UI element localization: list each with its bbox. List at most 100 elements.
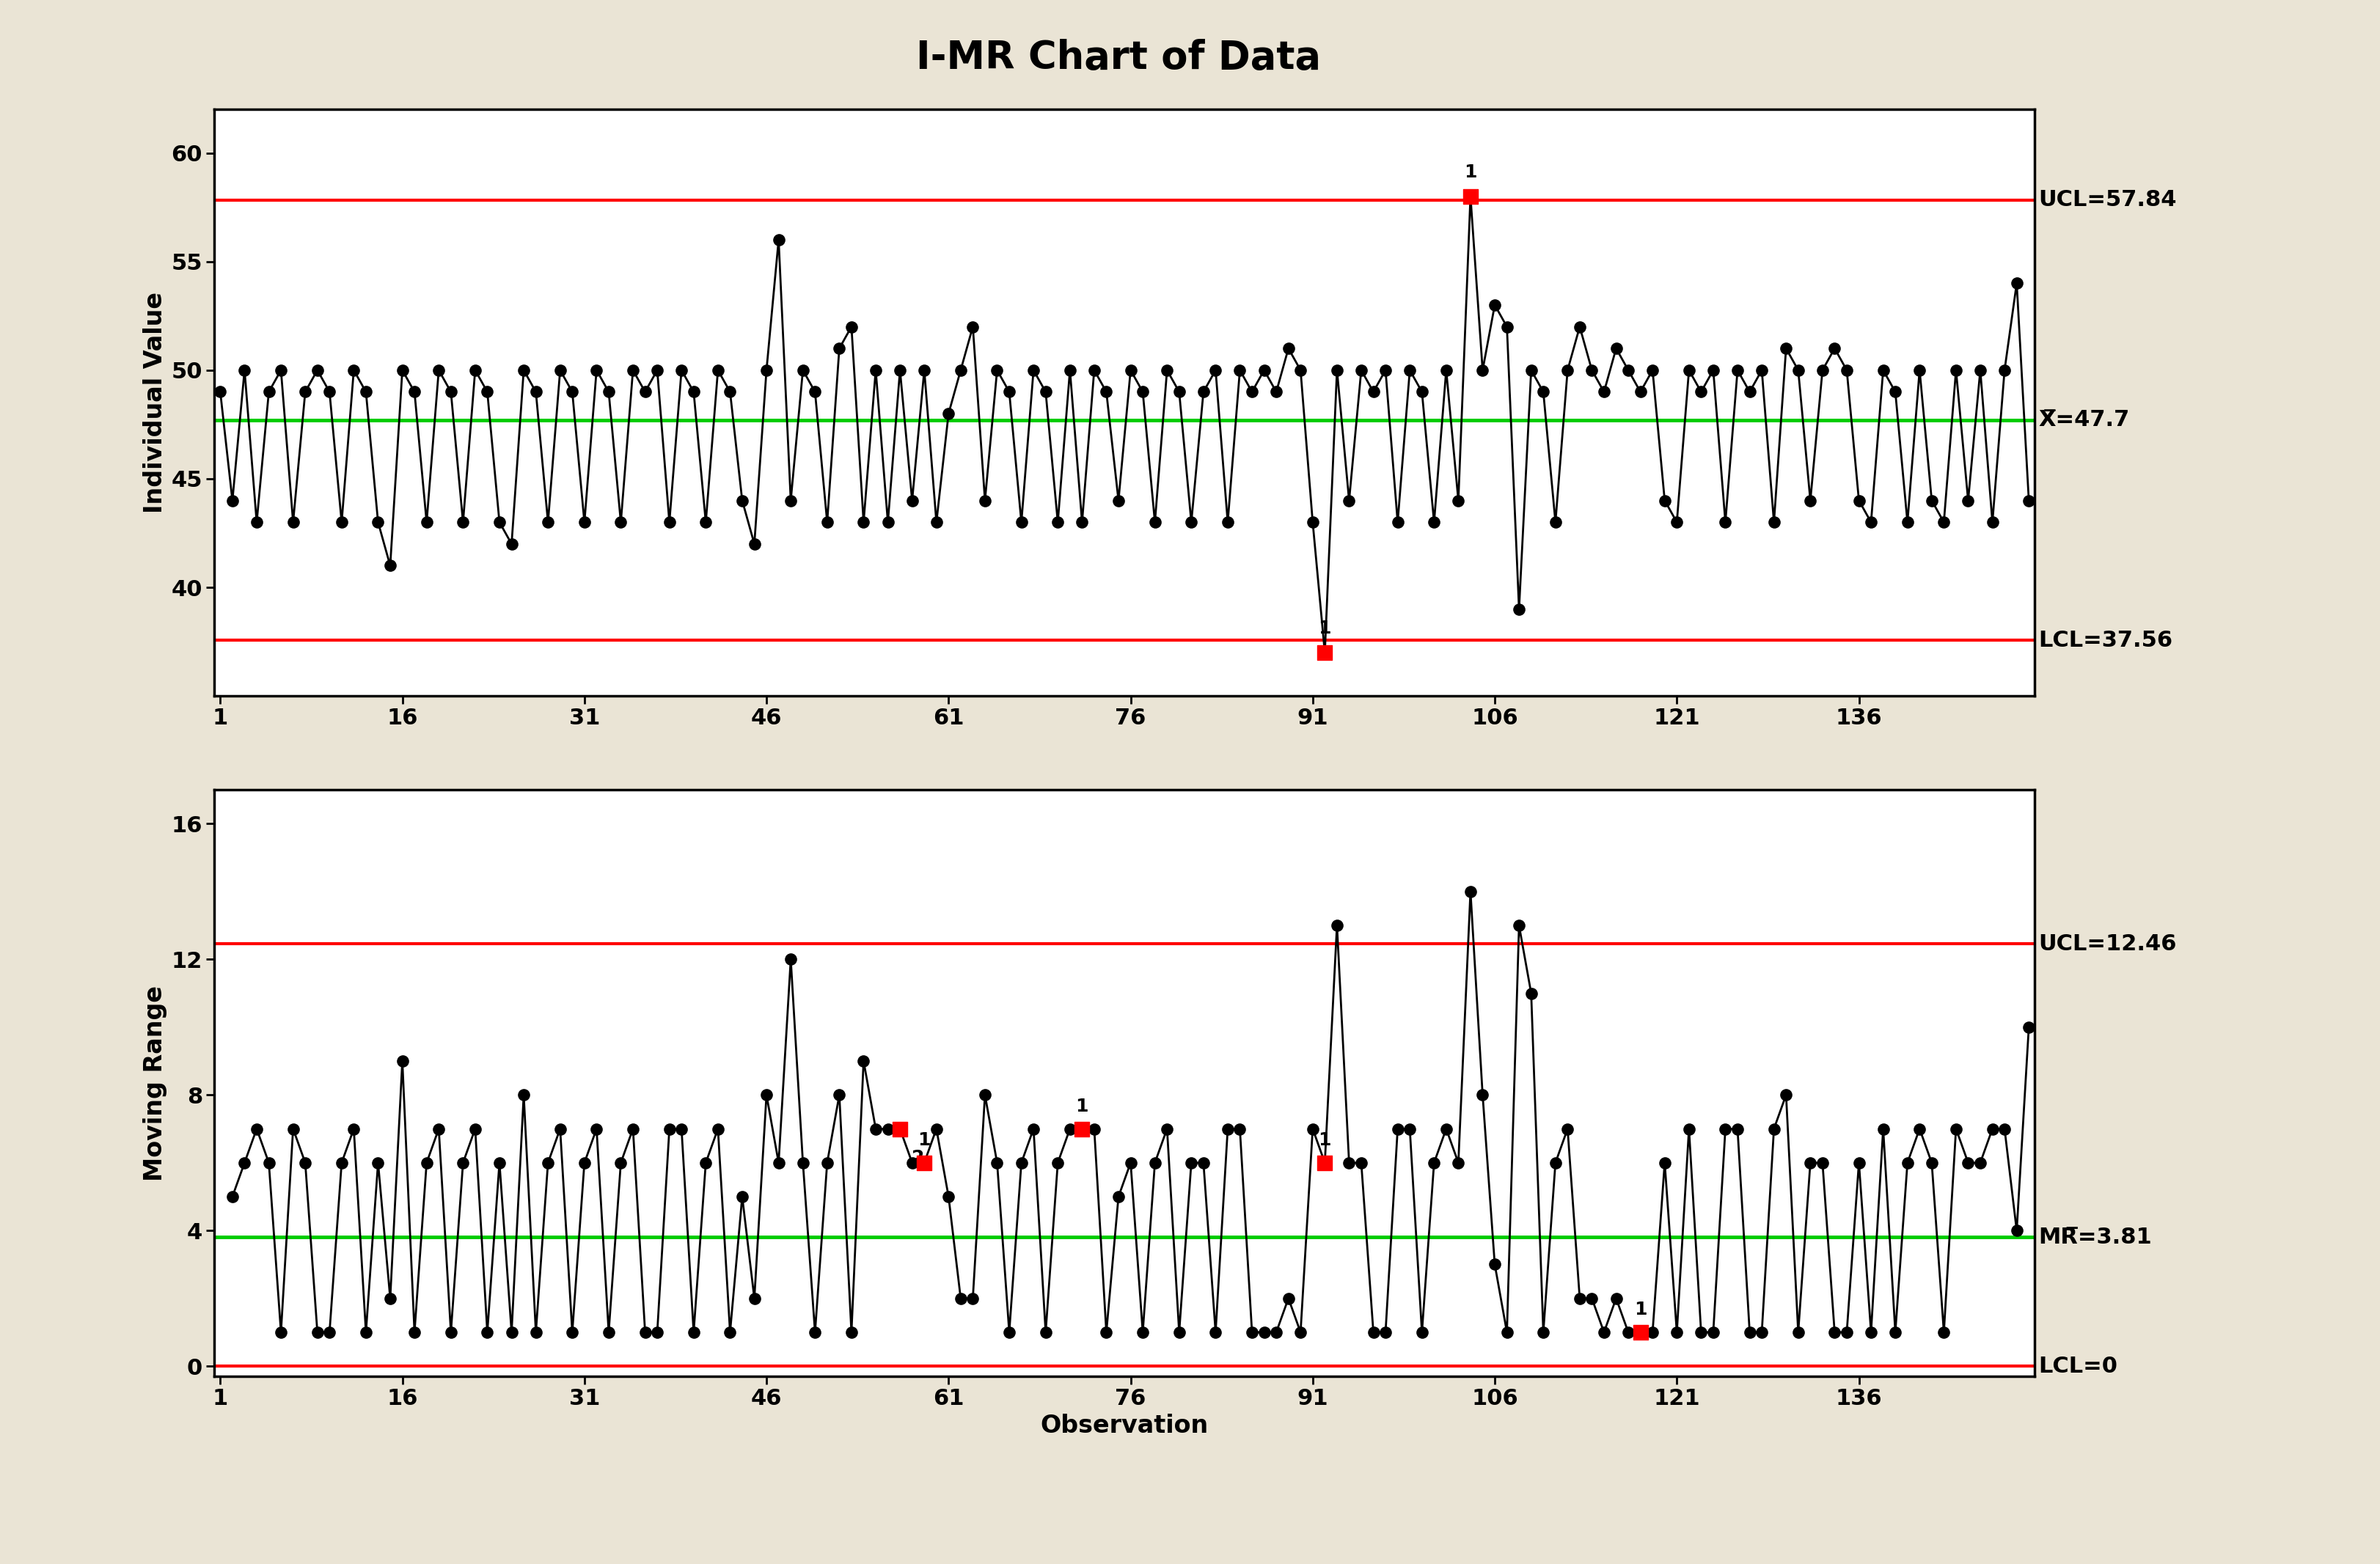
Point bbox=[1754, 1117, 1792, 1142]
Point bbox=[1671, 358, 1709, 383]
Point bbox=[1766, 1082, 1804, 1107]
Point bbox=[1864, 358, 1902, 383]
Point bbox=[1914, 1150, 1952, 1175]
Point bbox=[286, 380, 324, 405]
Point bbox=[978, 1150, 1016, 1175]
Point bbox=[1914, 488, 1952, 513]
Point bbox=[359, 510, 397, 535]
Point bbox=[1416, 1150, 1454, 1175]
Point bbox=[505, 1082, 543, 1107]
Point bbox=[1683, 380, 1721, 405]
Point bbox=[566, 1150, 605, 1175]
Point bbox=[347, 380, 386, 405]
Point bbox=[445, 510, 483, 535]
Point bbox=[1366, 1320, 1404, 1345]
Point bbox=[1452, 185, 1490, 210]
Point bbox=[614, 1117, 652, 1142]
Point bbox=[724, 1184, 762, 1209]
Point bbox=[298, 1320, 336, 1345]
Point bbox=[712, 380, 750, 405]
Point bbox=[1428, 358, 1466, 383]
Point bbox=[1100, 488, 1138, 513]
Point bbox=[1342, 358, 1380, 383]
Point bbox=[966, 1082, 1004, 1107]
Point bbox=[1064, 1117, 1102, 1142]
Point bbox=[1002, 1150, 1040, 1175]
Point bbox=[1840, 1150, 1878, 1175]
Point bbox=[262, 358, 300, 383]
Point bbox=[1209, 510, 1247, 535]
Point bbox=[238, 510, 276, 535]
Point bbox=[795, 1320, 833, 1345]
Point bbox=[566, 510, 605, 535]
Text: 1: 1 bbox=[1464, 164, 1478, 181]
Point bbox=[759, 1150, 797, 1175]
Point bbox=[1257, 380, 1295, 405]
Point bbox=[1902, 358, 1940, 383]
Point bbox=[1245, 358, 1283, 383]
Point bbox=[1269, 336, 1307, 361]
Point bbox=[578, 358, 616, 383]
Point bbox=[626, 1320, 664, 1345]
Point bbox=[407, 510, 445, 535]
Point bbox=[395, 1320, 433, 1345]
Point bbox=[1621, 1320, 1659, 1345]
Point bbox=[1295, 510, 1333, 535]
Point bbox=[1402, 1320, 1440, 1345]
Point bbox=[590, 380, 628, 405]
Point bbox=[359, 1150, 397, 1175]
Point bbox=[1197, 1320, 1235, 1345]
Point bbox=[1997, 1218, 2035, 1243]
Point bbox=[202, 380, 240, 405]
Point bbox=[1499, 596, 1537, 621]
Point bbox=[1390, 1117, 1428, 1142]
Point bbox=[1609, 1320, 1647, 1345]
Point bbox=[383, 1048, 421, 1073]
Point bbox=[795, 380, 833, 405]
Text: LCL=37.56: LCL=37.56 bbox=[2040, 630, 2173, 651]
Point bbox=[1695, 358, 1733, 383]
Point bbox=[1076, 358, 1114, 383]
Point bbox=[1840, 488, 1878, 513]
Point bbox=[457, 1117, 495, 1142]
Point bbox=[371, 554, 409, 579]
Point bbox=[1026, 380, 1064, 405]
Point bbox=[1804, 1150, 1842, 1175]
Point bbox=[942, 1286, 981, 1311]
Point bbox=[1645, 1150, 1683, 1175]
Point bbox=[1511, 358, 1549, 383]
Point bbox=[1852, 510, 1890, 535]
Point bbox=[1887, 510, 1925, 535]
Point bbox=[990, 380, 1028, 405]
Point bbox=[990, 1320, 1028, 1345]
Point bbox=[419, 358, 457, 383]
Point bbox=[1561, 314, 1599, 339]
Point bbox=[1390, 358, 1428, 383]
Point bbox=[1319, 913, 1357, 938]
Point bbox=[1537, 510, 1576, 535]
Point bbox=[1973, 510, 2011, 535]
Point bbox=[1718, 358, 1756, 383]
Point bbox=[1645, 488, 1683, 513]
Point bbox=[809, 510, 847, 535]
Point bbox=[1561, 1286, 1599, 1311]
Point bbox=[966, 488, 1004, 513]
Text: UCL=12.46: UCL=12.46 bbox=[2040, 934, 2178, 954]
Point bbox=[833, 314, 871, 339]
Point bbox=[1088, 380, 1126, 405]
Point bbox=[1985, 358, 2023, 383]
Point bbox=[1038, 510, 1076, 535]
Point bbox=[1100, 1184, 1138, 1209]
Point bbox=[942, 358, 981, 383]
Point bbox=[1233, 380, 1271, 405]
Point bbox=[1852, 1320, 1890, 1345]
Point bbox=[336, 358, 374, 383]
Point bbox=[226, 358, 264, 383]
Point bbox=[1221, 1117, 1259, 1142]
Point bbox=[347, 1320, 386, 1345]
Point bbox=[1476, 1251, 1514, 1276]
Y-axis label: Individual Value: Individual Value bbox=[143, 292, 167, 513]
Point bbox=[845, 510, 883, 535]
Point bbox=[1875, 380, 1914, 405]
Point bbox=[1621, 380, 1659, 405]
